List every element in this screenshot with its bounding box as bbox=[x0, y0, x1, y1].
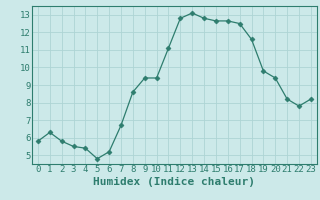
X-axis label: Humidex (Indice chaleur): Humidex (Indice chaleur) bbox=[93, 177, 255, 187]
